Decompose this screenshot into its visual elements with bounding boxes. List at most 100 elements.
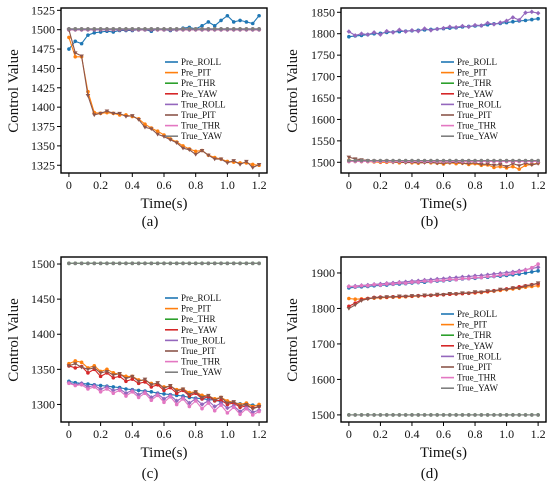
data-point-Pre_ROLL [162, 392, 166, 396]
data-point-True_THR [244, 406, 249, 411]
data-point-True_THR [523, 268, 528, 272]
data-point-True_THR [92, 385, 97, 389]
data-point-True_YAW [498, 158, 503, 163]
data-point-True_ROLL [225, 405, 230, 411]
data-point-True_YAW [454, 158, 458, 163]
legend-label: True_PIT [181, 346, 216, 356]
data-point-True_PIT [491, 289, 497, 294]
x-tick-label: 0.2 [93, 178, 108, 192]
x-tick-label: 0.6 [436, 178, 451, 192]
data-point-True_YAW [79, 261, 84, 266]
legend-label: True_ROLL [457, 351, 502, 361]
data-point-True_YAW [86, 261, 90, 266]
data-point-True_ROLL [472, 22, 478, 28]
data-point-True_YAW [92, 261, 97, 266]
data-point-True_THR [212, 408, 217, 413]
data-point-Pre_PIT [73, 359, 78, 363]
data-point-True_PIT [104, 369, 110, 374]
data-point-True_ROLL [460, 23, 465, 29]
data-point-True_THR [219, 403, 223, 407]
x-tick-label: 1.0 [220, 427, 235, 441]
data-point-True_YAW [479, 158, 484, 163]
series-line-True_ROLL [348, 11, 539, 36]
data-point-True_YAW [98, 27, 103, 31]
data-point-True_ROLL [434, 26, 440, 32]
data-point-True_YAW [250, 261, 255, 266]
data-point-True_YAW [536, 158, 540, 163]
data-point-Pre_ROLL [523, 271, 528, 275]
data-point-Pre_PIT [517, 167, 521, 171]
data-point-True_PIT [516, 164, 522, 168]
y-tick-label: 1400 [31, 327, 55, 341]
x-tick-label: 0 [66, 427, 72, 441]
data-point-True_YAW [403, 158, 408, 163]
data-point-True_ROLL [149, 395, 154, 400]
data-point-True_YAW [359, 413, 364, 417]
data-point-True_YAW [492, 158, 496, 163]
data-point-Pre_YAW [219, 398, 223, 403]
data-point-True_PIT [231, 400, 237, 404]
data-point-True_YAW [206, 261, 211, 266]
data-point-True_YAW [429, 158, 433, 163]
x-tick-label: 0.8 [188, 427, 203, 441]
data-point-True_YAW [485, 413, 490, 417]
x-axis-label: Time(s) [141, 196, 188, 212]
data-point-Pre_ROLL [73, 39, 78, 44]
data-point-Pre_YAW [73, 366, 78, 370]
data-point-Pre_YAW [143, 380, 147, 384]
data-point-True_YAW [231, 27, 236, 31]
data-point-True_PIT [453, 292, 459, 297]
y-tick-label: 1475 [31, 42, 55, 56]
y-tick-label: 1750 [311, 48, 335, 62]
data-point-True_YAW [105, 27, 109, 31]
data-point-True_YAW [149, 261, 154, 266]
data-point-Pre_PIT [155, 129, 160, 133]
data-point-True_THR [206, 401, 211, 405]
legend-label: True_ROLL [181, 335, 226, 345]
data-point-True_YAW [347, 413, 351, 417]
data-point-True_THR [403, 281, 408, 286]
data-point-True_YAW [155, 27, 160, 31]
data-point-True_YAW [67, 261, 71, 266]
data-point-True_PIT [250, 407, 256, 411]
legend-label: True_YAW [181, 367, 222, 377]
data-point-True_YAW [111, 27, 116, 31]
data-point-True_ROLL [187, 400, 192, 406]
data-point-Pre_ROLL [250, 21, 255, 26]
data-point-True_PIT [142, 377, 148, 382]
data-point-Pre_ROLL [511, 19, 515, 24]
data-point-True_YAW [410, 158, 414, 163]
data-point-True_ROLL [504, 18, 509, 24]
data-point-True_PIT [428, 293, 434, 298]
data-point-True_PIT [346, 306, 352, 311]
data-point-True_PIT [168, 383, 173, 388]
data-point-True_PIT [415, 294, 421, 299]
x-tick-label: 1.2 [252, 178, 267, 192]
legend-label: Pre_PIT [181, 304, 211, 314]
chart-panel-0: 0 0.2 0.4 0.6 0.8 1.0 1.2 1325 1350 1375 1400 1425 1… [6, 3, 268, 230]
data-point-True_PIT [466, 291, 472, 296]
data-point-True_PIT [130, 374, 135, 379]
y-tick-label: 1325 [31, 158, 55, 172]
data-point-True_PIT [523, 284, 528, 289]
data-point-Pre_YAW [86, 371, 90, 375]
data-point-True_YAW [504, 413, 509, 417]
data-point-True_YAW [143, 261, 147, 266]
data-point-True_PIT [85, 94, 91, 98]
data-point-True_YAW [67, 27, 71, 31]
data-point-True_YAW [174, 261, 179, 266]
data-point-True_THR [492, 274, 496, 278]
x-tick-label: 1.0 [220, 178, 235, 192]
data-point-True_ROLL [384, 28, 390, 34]
data-point-Pre_ROLL [536, 269, 540, 273]
data-point-True_PIT [187, 148, 192, 152]
y-tick-label: 1525 [31, 3, 55, 17]
data-point-True_ROLL [174, 398, 179, 404]
data-point-True_PIT [79, 54, 84, 59]
y-axis-label: Control Value [6, 49, 22, 133]
data-point-True_PIT [472, 290, 478, 294]
data-point-True_ROLL [365, 32, 371, 37]
data-point-Pre_ROLL [257, 13, 261, 18]
y-axis-label: Control Value [6, 298, 22, 382]
